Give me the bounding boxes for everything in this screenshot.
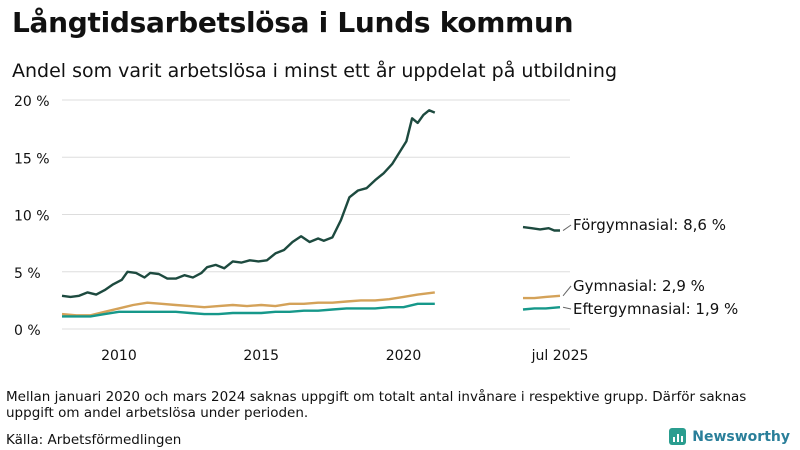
y-tick-label: 10 %	[14, 209, 50, 225]
series-line	[62, 302, 435, 318]
source-text: Källa: Arbetsförmedlingen	[6, 432, 182, 448]
series-line	[523, 294, 561, 300]
y-tick-label: 15 %	[14, 151, 50, 167]
chart-subtitle: Andel som varit arbetslösa i minst ett å…	[12, 60, 618, 82]
label-leader	[562, 224, 572, 231]
series-end-label: Förgymnasial: 8,6 %	[573, 216, 726, 234]
chart-title: Långtidsarbetslösa i Lunds kommun	[12, 6, 574, 39]
y-tick-label: 0 %	[14, 323, 41, 339]
label-leader	[562, 306, 572, 310]
bar-chart-icon	[669, 428, 687, 445]
y-tick-label: 20 %	[14, 94, 50, 110]
x-tick-label: jul 2025	[531, 348, 589, 364]
series-line	[522, 225, 560, 232]
y-tick-label: 5 %	[14, 266, 41, 282]
series-line	[522, 306, 561, 311]
brand-name: Newsworthy	[692, 428, 790, 445]
series-line	[61, 109, 436, 299]
label-leader	[562, 285, 572, 297]
series-end-label: Gymnasial: 2,9 %	[573, 277, 705, 295]
x-tick-label: 2015	[243, 348, 279, 364]
brand[interactable]: Newsworthy	[669, 428, 790, 445]
x-tick-label: 2010	[101, 348, 137, 364]
chart-note: Mellan januari 2020 och mars 2024 saknas…	[6, 389, 747, 421]
series-end-label: Eftergymnasial: 1,9 %	[573, 300, 738, 318]
series-line	[61, 291, 435, 317]
x-tick-label: 2020	[386, 348, 422, 364]
